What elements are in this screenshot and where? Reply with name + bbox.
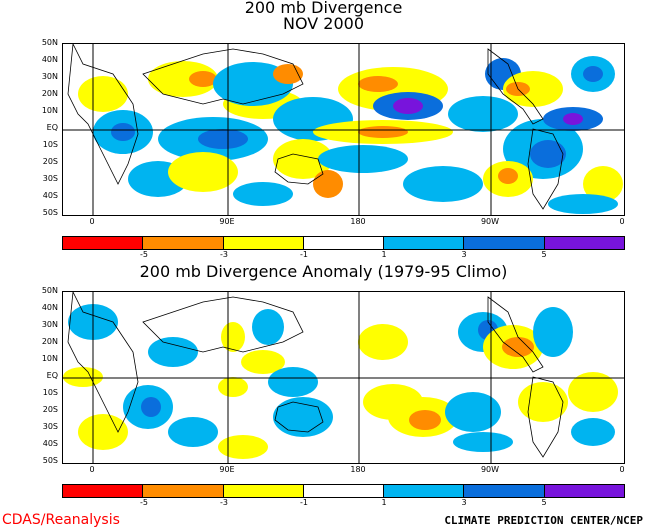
panel1-subtitle: NOV 2000 xyxy=(282,14,365,33)
panel1-lat-label: 50N xyxy=(41,38,58,47)
panel2-lat-label: 50S xyxy=(42,456,58,465)
panel1-lat-label: EQ xyxy=(46,123,58,132)
divergence-map xyxy=(62,43,625,216)
panel2-lat-label: 50N xyxy=(41,286,58,295)
panel1-lon-label: 0 xyxy=(89,217,95,226)
colorbar-swatch xyxy=(303,237,385,249)
colorbar-swatch xyxy=(303,485,385,497)
anomaly-map-grid xyxy=(63,292,624,463)
divergence-map-coastlines xyxy=(67,44,564,210)
colorbar-swatch xyxy=(544,237,624,249)
panel2-lat-label: 10N xyxy=(41,354,58,363)
panel1-lat-label: 10S xyxy=(42,140,58,149)
divergence-map-shading xyxy=(78,56,623,214)
colorbar-swatch xyxy=(384,237,465,249)
footer-source-label: CDAS/Reanalysis xyxy=(2,512,120,528)
colorbar-bottom-tick: 5 xyxy=(541,498,547,507)
colorbar-swatch xyxy=(223,237,304,249)
colorbar-bottom-tick: 3 xyxy=(461,498,467,507)
panel2-lon-label: 90W xyxy=(480,465,500,474)
colorbar-swatch xyxy=(544,485,624,497)
anomaly-map-svg xyxy=(63,292,624,463)
panel1-lat-label: 50S xyxy=(42,208,58,217)
colorbar-top-tick: 5 xyxy=(541,250,547,259)
panel2-lat-label: 30N xyxy=(41,320,58,329)
colorbar-swatch xyxy=(384,485,465,497)
panel1-lon-label: 90E xyxy=(219,217,235,226)
panel2-lon-label: 0 xyxy=(89,465,95,474)
divergence-map-grid xyxy=(63,44,624,215)
colorbar-swatch xyxy=(143,485,224,497)
colorbar-bottom-tick: 1 xyxy=(381,498,387,507)
footer-credit-label: CLIMATE PREDICTION CENTER/NCEP xyxy=(444,514,643,527)
panel2-lon-label: 0 xyxy=(619,465,625,474)
panel1-lat-label: 40N xyxy=(41,55,58,64)
anomaly-map-coastlines xyxy=(67,292,564,458)
panel1-lat-label: 30S xyxy=(42,174,58,183)
divergence-map-svg xyxy=(63,44,624,215)
panel2-title: 200 mb Divergence Anomaly (1979-95 Climo… xyxy=(139,262,508,281)
colorbar-swatch xyxy=(63,237,144,249)
colorbar-top-tick: -5 xyxy=(140,250,148,259)
panel1-lat-label: 20N xyxy=(41,89,58,98)
colorbar-swatch xyxy=(464,237,545,249)
colorbar-bottom-tick: -5 xyxy=(140,498,148,507)
anomaly-map-shading xyxy=(63,304,618,459)
colorbar-top-tick: -1 xyxy=(300,250,308,259)
colorbar-swatch xyxy=(464,485,545,497)
panel1-lat-label: 30N xyxy=(41,72,58,81)
colorbar-top-tick: -3 xyxy=(220,250,228,259)
panel1-lat-label: 10N xyxy=(41,106,58,115)
colorbar-bottom-tick: -3 xyxy=(220,498,228,507)
colorbar-top-tick: 3 xyxy=(461,250,467,259)
colorbar-top-tick: 1 xyxy=(381,250,387,259)
anomaly-map xyxy=(62,291,625,464)
panel1-title: 200 mb Divergence xyxy=(244,0,403,17)
panel2-lat-label: 40S xyxy=(42,439,58,448)
panel2-lon-label: 180 xyxy=(350,465,366,474)
panel1-lat-label: 40S xyxy=(42,191,58,200)
colorbar-top xyxy=(62,236,625,250)
panel2-lon-label: 90E xyxy=(219,465,235,474)
panel2-lat-label: 20N xyxy=(41,337,58,346)
panel2-lat-label: 10S xyxy=(42,388,58,397)
panel2-lat-label: 30S xyxy=(42,422,58,431)
colorbar-swatch xyxy=(143,237,224,249)
panel1-lon-label: 0 xyxy=(619,217,625,226)
colorbar-bottom-tick: -1 xyxy=(300,498,308,507)
panel2-lat-label: 20S xyxy=(42,405,58,414)
panel1-lat-label: 20S xyxy=(42,157,58,166)
panel2-lat-label: EQ xyxy=(46,371,58,380)
colorbar-swatch xyxy=(63,485,144,497)
panel1-lon-label: 90W xyxy=(480,217,500,226)
colorbar-swatch xyxy=(223,485,304,497)
panel1-lon-label: 180 xyxy=(350,217,366,226)
panel2-lat-label: 40N xyxy=(41,303,58,312)
colorbar-bottom xyxy=(62,484,625,498)
